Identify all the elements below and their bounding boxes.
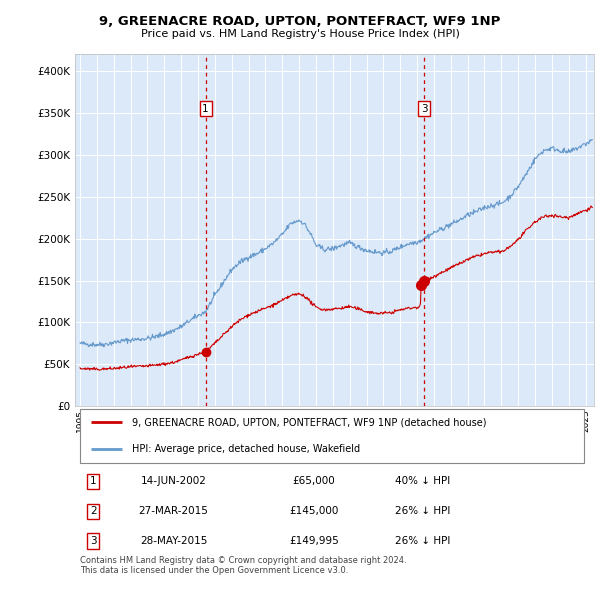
Text: 26% ↓ HPI: 26% ↓ HPI <box>395 536 451 546</box>
Text: 2: 2 <box>90 506 97 516</box>
Text: £149,995: £149,995 <box>289 536 338 546</box>
Text: 1: 1 <box>90 476 97 486</box>
Text: £65,000: £65,000 <box>292 476 335 486</box>
Text: 9, GREENACRE ROAD, UPTON, PONTEFRACT, WF9 1NP: 9, GREENACRE ROAD, UPTON, PONTEFRACT, WF… <box>100 15 500 28</box>
Text: Contains HM Land Registry data © Crown copyright and database right 2024.
This d: Contains HM Land Registry data © Crown c… <box>80 556 407 575</box>
FancyBboxPatch shape <box>80 409 584 463</box>
Text: 9, GREENACRE ROAD, UPTON, PONTEFRACT, WF9 1NP (detached house): 9, GREENACRE ROAD, UPTON, PONTEFRACT, WF… <box>132 417 487 427</box>
Text: 40% ↓ HPI: 40% ↓ HPI <box>395 476 451 486</box>
Text: £145,000: £145,000 <box>289 506 338 516</box>
Text: 27-MAR-2015: 27-MAR-2015 <box>139 506 209 516</box>
Text: 3: 3 <box>90 536 97 546</box>
Text: HPI: Average price, detached house, Wakefield: HPI: Average price, detached house, Wake… <box>132 444 360 454</box>
Text: 26% ↓ HPI: 26% ↓ HPI <box>395 506 451 516</box>
Text: 14-JUN-2002: 14-JUN-2002 <box>140 476 206 486</box>
Text: 3: 3 <box>421 104 427 114</box>
Text: 28-MAY-2015: 28-MAY-2015 <box>140 536 207 546</box>
Text: 1: 1 <box>202 104 209 114</box>
Text: Price paid vs. HM Land Registry's House Price Index (HPI): Price paid vs. HM Land Registry's House … <box>140 29 460 39</box>
